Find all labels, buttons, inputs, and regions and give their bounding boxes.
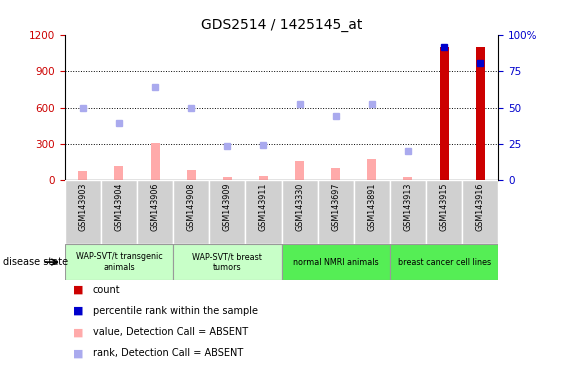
Text: GSM143915: GSM143915 xyxy=(440,182,449,231)
Bar xyxy=(331,168,340,180)
Bar xyxy=(114,166,123,180)
Bar xyxy=(462,180,498,244)
Bar xyxy=(173,244,282,280)
Text: GSM143904: GSM143904 xyxy=(114,182,123,231)
Text: WAP-SVT/t transgenic
animals: WAP-SVT/t transgenic animals xyxy=(75,252,162,272)
Bar xyxy=(367,159,376,180)
Text: GSM143908: GSM143908 xyxy=(187,182,196,231)
Text: percentile rank within the sample: percentile rank within the sample xyxy=(93,306,258,316)
Text: GSM143916: GSM143916 xyxy=(476,182,485,231)
Text: GSM143909: GSM143909 xyxy=(223,182,232,231)
Text: rank, Detection Call = ABSENT: rank, Detection Call = ABSENT xyxy=(93,348,243,358)
Bar xyxy=(78,171,87,180)
Bar xyxy=(295,161,304,180)
Bar xyxy=(65,244,173,280)
Text: GSM143697: GSM143697 xyxy=(331,182,340,231)
Text: GSM143906: GSM143906 xyxy=(150,182,159,231)
Text: count: count xyxy=(93,285,120,295)
Bar xyxy=(476,47,485,180)
Bar xyxy=(404,177,413,180)
Bar xyxy=(65,180,101,244)
Bar xyxy=(223,177,232,180)
Bar xyxy=(187,170,196,180)
Text: ■: ■ xyxy=(73,327,84,337)
Bar xyxy=(390,244,498,280)
Bar xyxy=(282,180,318,244)
Text: normal NMRI animals: normal NMRI animals xyxy=(293,258,378,266)
Title: GDS2514 / 1425145_at: GDS2514 / 1425145_at xyxy=(201,18,362,32)
Text: ■: ■ xyxy=(73,348,84,358)
Bar xyxy=(282,244,390,280)
Text: ■: ■ xyxy=(73,306,84,316)
Bar xyxy=(259,175,268,180)
Bar xyxy=(318,180,354,244)
Text: disease state: disease state xyxy=(3,257,68,267)
Bar xyxy=(137,180,173,244)
Bar xyxy=(101,180,137,244)
Text: value, Detection Call = ABSENT: value, Detection Call = ABSENT xyxy=(93,327,248,337)
Bar xyxy=(173,180,209,244)
Bar xyxy=(426,180,462,244)
Text: GSM143911: GSM143911 xyxy=(259,182,268,231)
Text: WAP-SVT/t breast
tumors: WAP-SVT/t breast tumors xyxy=(193,252,262,272)
Text: GSM143913: GSM143913 xyxy=(404,182,413,231)
Bar xyxy=(245,180,282,244)
Bar xyxy=(440,47,449,180)
Bar xyxy=(150,143,159,180)
Text: ■: ■ xyxy=(73,285,84,295)
Bar xyxy=(390,180,426,244)
Text: GSM143330: GSM143330 xyxy=(295,182,304,231)
Text: breast cancer cell lines: breast cancer cell lines xyxy=(397,258,490,266)
Bar xyxy=(209,180,245,244)
Text: GSM143891: GSM143891 xyxy=(367,182,376,231)
Bar xyxy=(354,180,390,244)
Text: GSM143903: GSM143903 xyxy=(78,182,87,231)
